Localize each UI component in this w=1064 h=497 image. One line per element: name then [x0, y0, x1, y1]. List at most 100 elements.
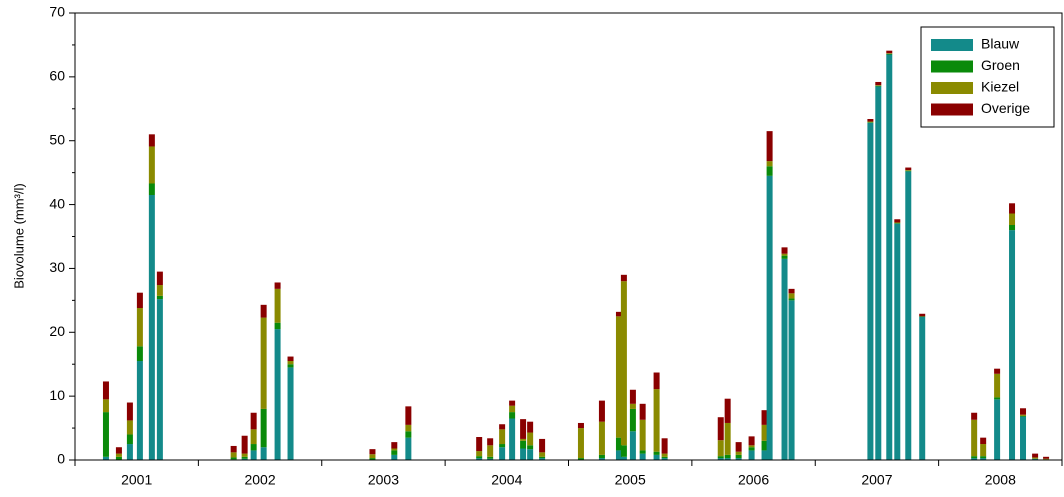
bar-segment	[250, 429, 257, 445]
bar-segment	[1032, 457, 1039, 459]
bar-segment	[250, 450, 257, 460]
bar-segment	[287, 367, 294, 460]
bar-segment	[1020, 416, 1027, 460]
bar-segment	[905, 170, 912, 171]
bar-segment	[620, 281, 627, 446]
bar-segment	[136, 346, 143, 362]
bar-segment	[274, 329, 281, 460]
bar-segment	[894, 223, 901, 224]
bar-segment	[230, 445, 237, 453]
bar-segment	[509, 412, 516, 419]
bar-segment	[1009, 203, 1016, 214]
bar-segment	[250, 412, 257, 430]
bar-segment	[499, 444, 506, 448]
bar-segment	[1032, 458, 1039, 460]
bar-segment	[788, 293, 795, 299]
bar-segment	[886, 50, 893, 54]
bar-segment	[1032, 453, 1039, 458]
bar-segment	[653, 372, 660, 390]
y-tick-label: 30	[49, 259, 65, 275]
bar-segment	[156, 285, 163, 296]
bar-segment	[115, 447, 122, 454]
bar-segment	[260, 447, 267, 460]
legend-label: Kiezel	[981, 79, 1019, 95]
bar-segment	[971, 458, 978, 460]
bar-segment	[539, 456, 546, 459]
bar-segment	[748, 450, 755, 460]
bar-segment	[539, 438, 546, 453]
bar-segment	[539, 458, 546, 460]
bar-segment	[499, 447, 506, 460]
bar-segment	[102, 412, 109, 457]
bar-segment	[761, 440, 768, 451]
bar-segment	[230, 457, 237, 460]
bar-segment	[102, 456, 109, 460]
bar-segment	[994, 368, 1001, 374]
bar-segment	[748, 447, 755, 451]
bar-segment	[905, 167, 912, 171]
bar-segment	[886, 53, 893, 54]
bar-segment	[391, 454, 398, 460]
bar-segment	[1009, 213, 1016, 226]
legend-swatch	[931, 82, 973, 94]
bar-segment	[875, 85, 882, 86]
bar-segment	[126, 444, 133, 460]
bar-segment	[241, 453, 248, 457]
bar-segment	[405, 406, 412, 425]
legend-label: Overige	[981, 100, 1030, 116]
bar-segment	[894, 222, 901, 224]
bar-segment	[781, 258, 788, 460]
bar-segment	[520, 438, 527, 441]
bar-segment	[1020, 414, 1027, 416]
x-tick-label: 2007	[861, 472, 892, 488]
plot-frame	[74, 12, 1063, 461]
bar-segment	[148, 194, 155, 460]
bar-segment	[509, 405, 516, 413]
bar-segment	[905, 171, 912, 460]
x-tick-label: 2002	[244, 472, 275, 488]
bar-segment	[980, 444, 987, 457]
bar-segment	[405, 437, 412, 460]
bar-segment	[781, 255, 788, 259]
bar-segment	[115, 453, 122, 457]
bar-segment	[761, 424, 768, 441]
bar-segment	[766, 161, 773, 167]
bar-segment	[781, 253, 788, 256]
bar-segment	[735, 458, 742, 460]
bar-segment	[476, 458, 483, 460]
bar-segment	[894, 223, 901, 460]
bar-segment	[629, 403, 636, 409]
bar-segment	[520, 440, 527, 449]
bar-segment	[724, 422, 731, 455]
bar-segment	[724, 454, 731, 459]
bar-segment	[136, 308, 143, 347]
bar-segment	[1020, 408, 1027, 415]
bar-segment	[527, 445, 534, 450]
bar-segment	[639, 453, 646, 460]
bar-segment	[148, 134, 155, 147]
y-tick-label: 20	[49, 323, 65, 339]
bar-segment	[274, 282, 281, 289]
bar-segment	[1020, 415, 1027, 417]
bar-segment	[615, 450, 622, 460]
bar-segment	[527, 421, 534, 433]
bar-segment	[661, 458, 668, 460]
bar-segment	[748, 436, 755, 446]
bar-segment	[1043, 456, 1050, 459]
bar-segment	[875, 86, 882, 460]
bar-segment	[499, 424, 506, 430]
bar-segment	[577, 458, 584, 460]
bar-segment	[274, 322, 281, 330]
bar-segment	[735, 451, 742, 455]
bar-segment	[487, 456, 494, 459]
bar-segment	[761, 410, 768, 425]
bar-segment	[875, 85, 882, 87]
bar-segment	[487, 438, 494, 446]
legend-label: Groen	[981, 57, 1020, 73]
bar-segment	[788, 300, 795, 460]
bar-segment	[520, 419, 527, 439]
bar-segment	[241, 435, 248, 454]
bar-segment	[639, 419, 646, 451]
bar-segment	[391, 450, 398, 455]
